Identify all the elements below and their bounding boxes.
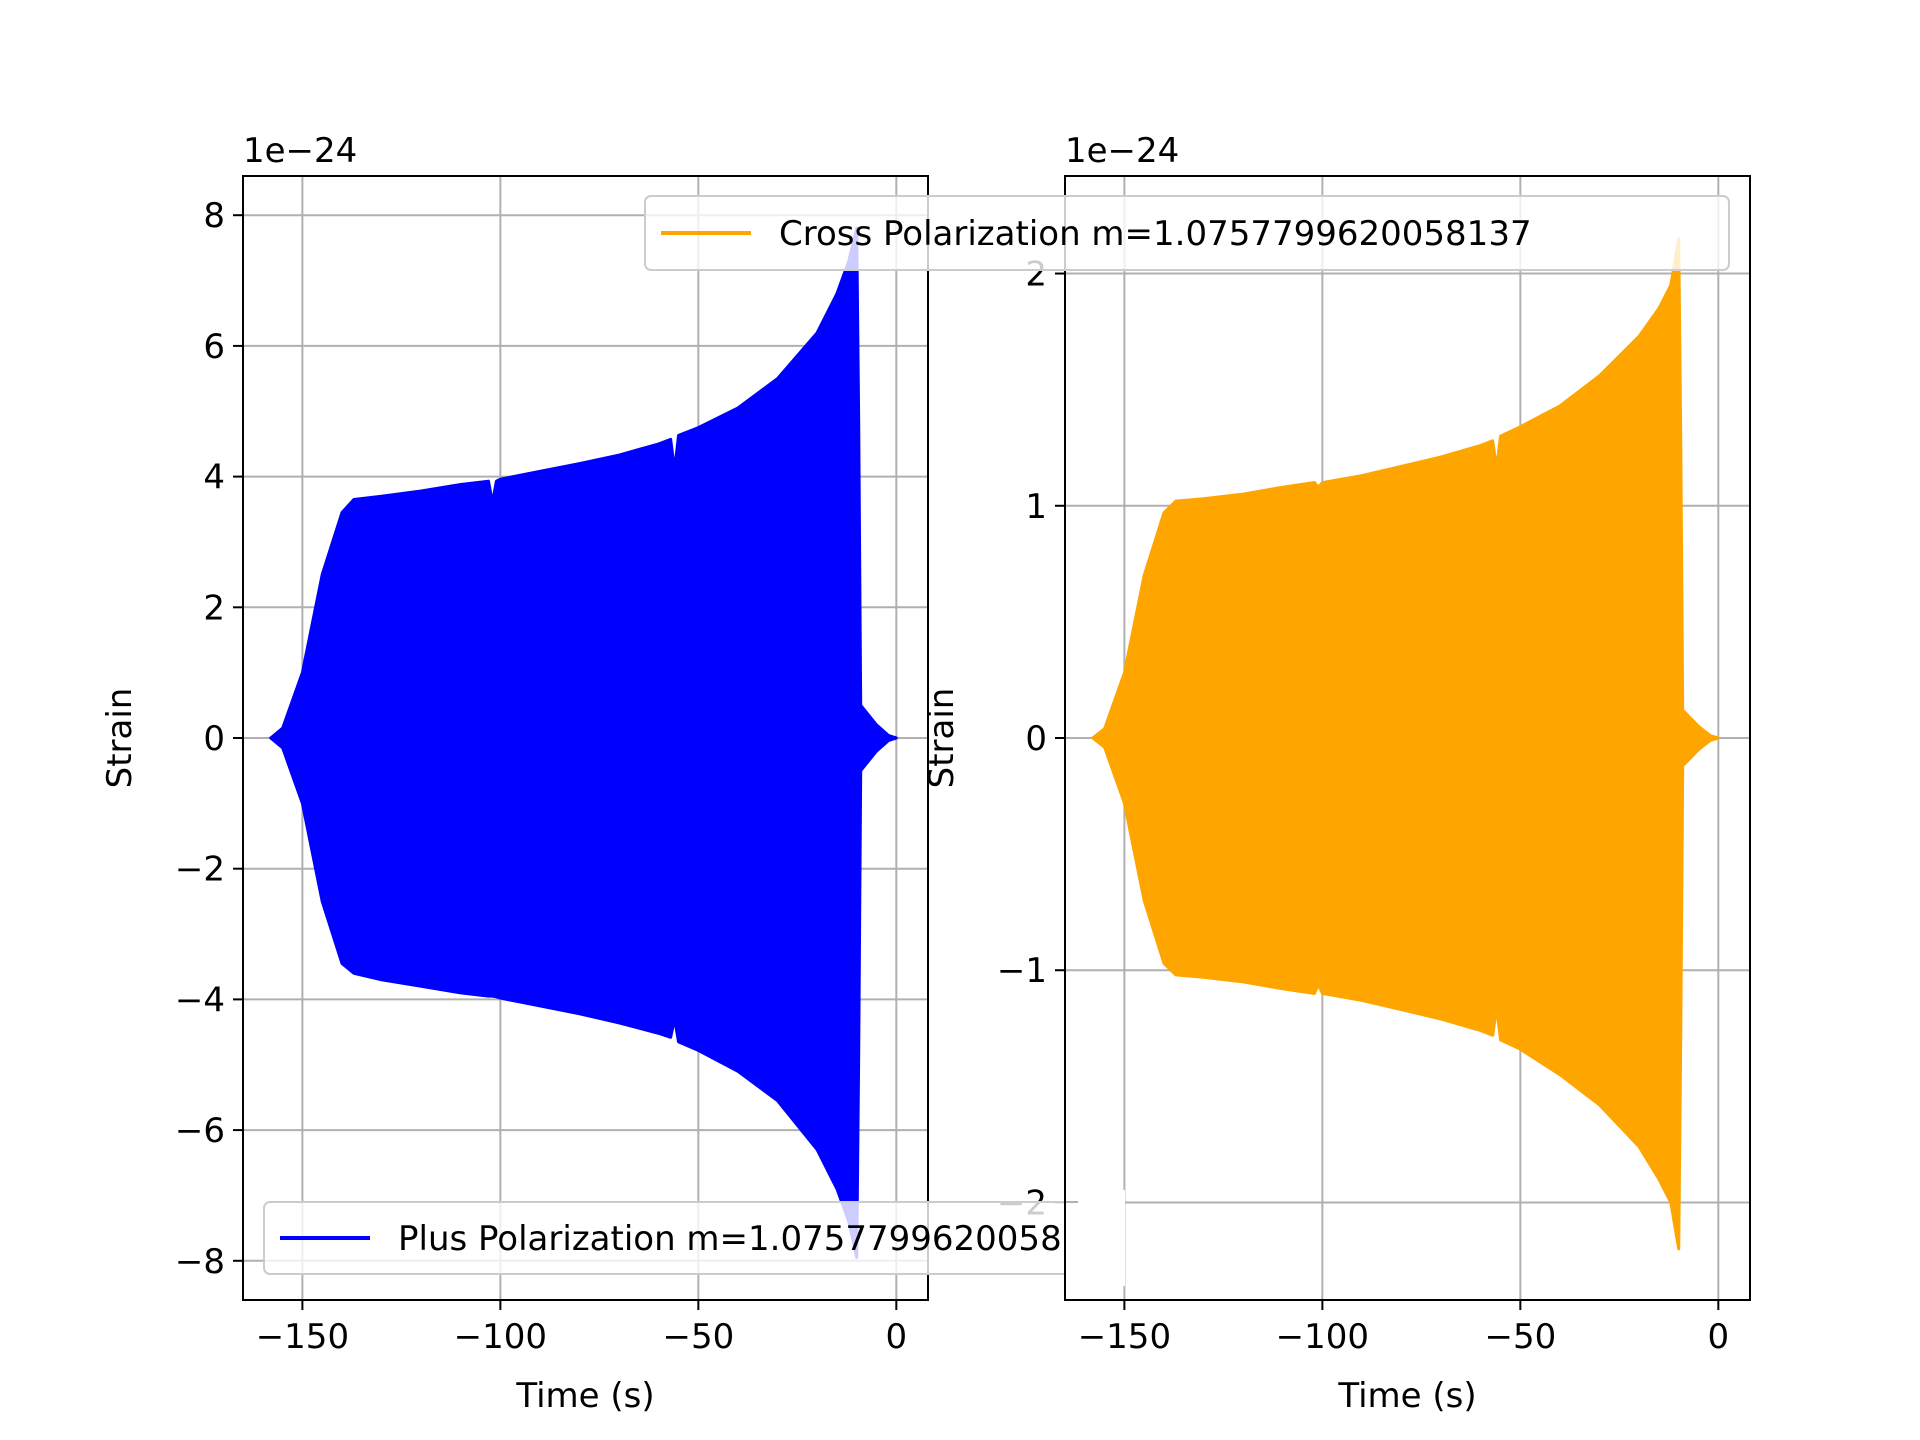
legend-label: Cross Polarization m=1.0757799620058137 — [779, 214, 1532, 254]
x-tick-label: −50 — [1484, 1317, 1556, 1357]
x-tick-label: −100 — [1276, 1317, 1369, 1357]
legend-cross: Cross Polarization m=1.0757799620058137 — [644, 195, 1730, 271]
x-axis-label: Time (s) — [1337, 1376, 1476, 1416]
x-tick-label: 0 — [886, 1317, 908, 1357]
cross-polarization-series — [1091, 237, 1720, 1251]
y-tick-label: −1 — [997, 951, 1047, 991]
plus-polarization-series — [269, 226, 898, 1260]
waveform-band — [269, 226, 898, 1260]
y-offset-label: 1e−24 — [243, 131, 357, 171]
legend-label: Plus Polarization m=1.0757799620058137 — [398, 1219, 1127, 1259]
y-tick-label: −2 — [175, 850, 225, 890]
y-tick-label: 1 — [1025, 487, 1047, 527]
x-tick-label: −150 — [1078, 1317, 1171, 1357]
y-tick-label: 6 — [203, 327, 225, 367]
y-tick-label: 4 — [203, 458, 225, 498]
legend-overlap-mask — [1065, 1190, 1125, 1286]
x-tick-label: −150 — [256, 1317, 349, 1357]
y-tick-label: 0 — [203, 719, 225, 759]
x-axis-label: Time (s) — [515, 1376, 654, 1416]
y-tick-label: −8 — [175, 1242, 225, 1282]
x-tick-label: −50 — [662, 1317, 734, 1357]
x-tick-label: 0 — [1708, 1317, 1730, 1357]
y-tick-label: 0 — [1025, 719, 1047, 759]
y-tick-label: −4 — [175, 980, 225, 1020]
y-tick-label: 8 — [203, 196, 225, 236]
y-tick-label: −6 — [175, 1111, 225, 1151]
y-offset-label: 1e−24 — [1065, 131, 1179, 171]
y-tick-label: 2 — [203, 588, 225, 628]
axis-ticks: −150 −100 −50 0 −8 −6 −4 −2 0 2 4 6 8 — [175, 196, 907, 1357]
plus-polarization-plot: −150 −100 −50 0 −8 −6 −4 −2 0 2 4 6 8 1e−24 Time (s)… — [100, 131, 929, 1416]
y-axis-label: Strain — [922, 688, 962, 789]
y-axis-label: Strain — [100, 688, 140, 789]
legend-box — [644, 195, 1730, 271]
x-tick-label: −100 — [454, 1317, 547, 1357]
waveform-band — [1091, 237, 1720, 1251]
legend-plus: Plus Polarization m=1.0757799620058137 — [263, 1201, 1127, 1275]
